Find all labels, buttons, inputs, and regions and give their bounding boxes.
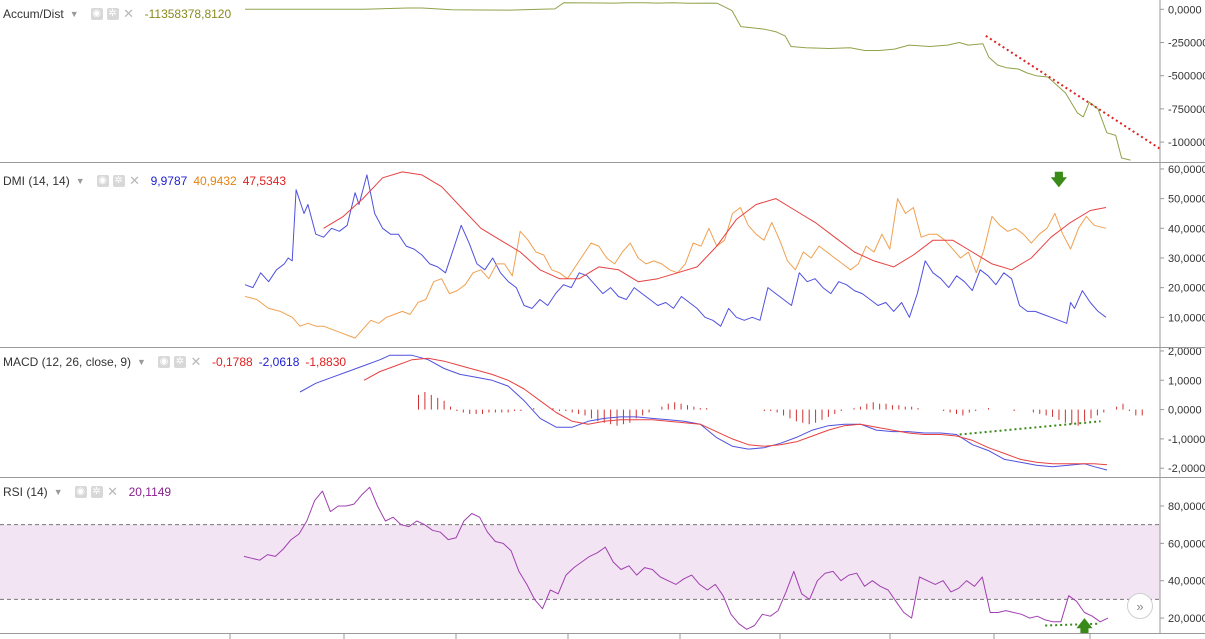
arrow-marker-icon: 🡇	[1051, 172, 1068, 189]
close-icon[interactable]: ✕	[107, 484, 119, 499]
macd-value-3: -1,8830	[305, 355, 347, 369]
rsi-legend: RSI (14) ▼ ◉ ✲ ✕ 20,1149	[3, 484, 171, 500]
price-tick-label: 0,0000	[1168, 405, 1202, 417]
macd-value-2: -2,0618	[258, 355, 300, 369]
dmi-series-2	[323, 171, 1107, 283]
dmi-value-2: 40,9432	[193, 174, 237, 188]
trend-line	[959, 420, 1101, 436]
rsi-title: RSI (14)	[3, 485, 48, 499]
trend-line	[1045, 622, 1101, 627]
scroll-to-latest-button[interactable]: »	[1127, 593, 1153, 619]
trend-line	[985, 35, 1161, 150]
price-tick-label: -250000	[1168, 37, 1205, 49]
price-tick-label: 1,0000	[1168, 375, 1202, 387]
accum-dist-value: -11358378,8120	[144, 7, 232, 21]
price-tick-label: 80,0000	[1168, 501, 1205, 513]
price-tick-label: 0,0000	[1168, 4, 1202, 16]
macd-legend: MACD (12, 26, close, 9) ▼ ◉ ✲ ✕ -0,1788 …	[3, 354, 346, 370]
chevron-down-icon[interactable]: ▼	[75, 176, 85, 186]
pane-accum-dist: 0,0000 -250000 -500000 -750000 -1000000 Accu…	[0, 0, 1205, 162]
arrow-marker-icon: 🡅	[1076, 618, 1093, 633]
price-tick-label: 10,0000	[1168, 312, 1205, 324]
chevron-down-icon[interactable]: ▼	[69, 9, 79, 19]
gear-icon[interactable]: ✲	[173, 356, 186, 368]
pane-rsi: 🡅 80,0000 60,0000 40,0000 20,0000 RSI (14) ▼…	[0, 478, 1205, 633]
gear-icon[interactable]: ✲	[90, 486, 103, 498]
macd-value-1: -0,1788	[211, 355, 253, 369]
rsi-plot: 🡅 80,0000 60,0000 40,0000 20,0000	[0, 478, 1205, 633]
price-tick-label: 40,0000	[1168, 223, 1205, 235]
eye-icon[interactable]: ◉	[90, 8, 103, 20]
price-tick-label: -750000	[1168, 104, 1205, 116]
accum-dist-plot: 0,0000 -250000 -500000 -750000 -1000000	[245, 0, 1205, 162]
pane-dmi: 🡇 60,0000 50,0000 40,0000 30,0000 20,0000 10,0…	[0, 163, 1205, 347]
overbought-oversold-band	[0, 524, 1160, 600]
close-icon[interactable]: ✕	[123, 6, 135, 21]
price-tick-label: 50,0000	[1168, 194, 1205, 206]
price-tick-label: 30,0000	[1168, 253, 1205, 265]
pane-macd: 2,0000 1,0000 0,0000 -1,0000 -2,0000 MACD (1…	[0, 348, 1205, 477]
close-icon[interactable]: ✕	[190, 354, 202, 369]
macd-plot: 2,0000 1,0000 0,0000 -1,0000 -2,0000	[299, 348, 1205, 477]
dmi-series-0	[244, 174, 1107, 327]
rsi-series-0	[243, 486, 1109, 630]
dmi-value-3: 47,5343	[242, 174, 287, 188]
price-tick-label: -2,0000	[1168, 463, 1205, 475]
macd-series-0	[299, 354, 1108, 471]
price-tick-label: -500000	[1168, 71, 1205, 83]
gear-icon[interactable]: ✲	[112, 175, 125, 187]
dmi-series-1	[244, 198, 1107, 339]
time-axis	[229, 633, 1091, 639]
chevron-down-icon[interactable]: ▼	[53, 487, 63, 497]
price-tick-label: 60,0000	[1168, 538, 1205, 550]
eye-icon[interactable]: ◉	[96, 175, 109, 187]
price-tick-label: -1000000	[1168, 137, 1205, 149]
dmi-value-1: 9,9787	[150, 174, 188, 188]
double-chevron-right-icon: »	[1136, 598, 1144, 614]
price-tick-label: 40,0000	[1168, 576, 1205, 588]
dmi-legend: DMI (14, 14) ▼ ◉ ✲ ✕ 9,9787 40,9432 47,5…	[3, 173, 286, 189]
dmi-title: DMI (14, 14)	[3, 174, 70, 188]
accum-series-0	[245, 2, 1131, 161]
macd-series-1	[363, 357, 1108, 466]
eye-icon[interactable]: ◉	[157, 356, 170, 368]
eye-icon[interactable]: ◉	[74, 486, 87, 498]
price-tick-label: 2,0000	[1168, 348, 1202, 358]
price-tick-label: 20,0000	[1168, 613, 1205, 625]
gear-icon[interactable]: ✲	[106, 8, 119, 20]
accum-dist-legend: Accum/Dist ▼ ◉ ✲ ✕ -11358378,8120	[3, 6, 231, 22]
accum-dist-title: Accum/Dist	[3, 7, 64, 21]
close-icon[interactable]: ✕	[129, 173, 141, 188]
macd-title: MACD (12, 26, close, 9)	[3, 355, 132, 369]
chevron-down-icon[interactable]: ▼	[137, 357, 146, 367]
price-tick-label: 60,0000	[1168, 164, 1205, 176]
price-tick-label: -1,0000	[1168, 434, 1205, 446]
price-tick-label: 20,0000	[1168, 283, 1205, 295]
dmi-plot: 🡇 60,0000 50,0000 40,0000 30,0000 20,0000 10,0…	[244, 163, 1205, 347]
rsi-value: 20,1149	[128, 485, 172, 499]
